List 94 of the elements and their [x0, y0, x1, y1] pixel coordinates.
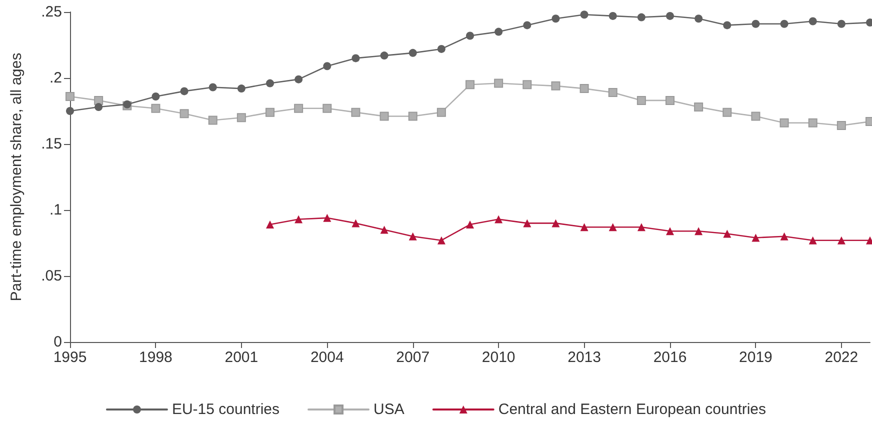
point — [580, 223, 588, 232]
point — [380, 52, 388, 60]
point — [552, 219, 560, 228]
point — [494, 215, 503, 224]
point — [580, 84, 589, 94]
point — [722, 108, 732, 117]
point — [694, 227, 703, 236]
x-tick-label: 2007 — [396, 349, 430, 366]
point — [551, 81, 560, 90]
point — [666, 12, 674, 20]
point — [694, 14, 703, 23]
point — [752, 234, 760, 242]
x-tick-label: 2010 — [482, 349, 516, 366]
point — [236, 113, 246, 122]
point — [608, 88, 618, 98]
point — [352, 219, 360, 228]
point — [152, 92, 160, 100]
legend-label: Central and Eastern European countries — [498, 401, 766, 418]
point — [780, 232, 788, 240]
point — [437, 236, 446, 244]
legend-label: USA — [374, 401, 404, 418]
point — [323, 214, 332, 222]
point — [608, 223, 617, 232]
point — [294, 215, 303, 224]
point — [780, 118, 789, 128]
point — [608, 12, 617, 20]
point — [808, 236, 817, 244]
point — [466, 220, 474, 229]
point — [266, 220, 274, 229]
x-tick-label: 2001 — [224, 349, 258, 366]
point — [352, 54, 360, 62]
x-tick-label: 2022 — [824, 349, 858, 366]
point — [552, 14, 560, 23]
point — [380, 226, 388, 234]
point — [180, 87, 188, 96]
y-tick-label: .1 — [49, 202, 62, 218]
point — [151, 104, 160, 113]
point — [466, 32, 474, 40]
point — [837, 20, 846, 28]
x-tick-label: 2019 — [739, 349, 772, 366]
point — [322, 104, 332, 113]
point — [208, 83, 217, 92]
point — [637, 13, 646, 22]
point — [436, 108, 446, 117]
y-tick-label: .25 — [41, 4, 62, 20]
point — [808, 17, 817, 26]
point — [751, 112, 760, 121]
point — [752, 20, 760, 28]
point — [523, 219, 532, 228]
y-tick-label: .05 — [41, 268, 62, 284]
point — [94, 103, 103, 112]
point — [180, 109, 189, 118]
point — [694, 102, 704, 112]
x-tick-label: 2016 — [653, 349, 687, 366]
x-tick-label: 2004 — [310, 349, 344, 366]
point — [408, 48, 417, 57]
y-tick-label: .2 — [49, 70, 62, 86]
point — [380, 112, 389, 121]
point — [266, 108, 274, 117]
point — [494, 28, 503, 36]
point — [837, 236, 846, 244]
point — [408, 232, 417, 240]
point — [666, 96, 674, 105]
y-axis-title: Part-time employment share, all ages — [8, 52, 25, 302]
point — [66, 107, 74, 115]
point — [836, 121, 846, 130]
point — [294, 104, 304, 113]
point — [294, 75, 303, 84]
point — [723, 230, 732, 238]
point — [323, 62, 332, 70]
point — [466, 80, 474, 90]
point — [523, 21, 532, 30]
point — [666, 227, 674, 236]
y-tick-label: .15 — [41, 136, 62, 152]
point — [780, 20, 788, 28]
point — [522, 80, 532, 90]
point — [637, 223, 646, 232]
legend-label: EU-15 countries — [172, 401, 280, 418]
point — [266, 79, 274, 88]
point — [351, 108, 360, 117]
point — [808, 118, 818, 128]
point — [723, 21, 732, 30]
y-tick-label: 0 — [54, 334, 62, 350]
point — [494, 78, 504, 88]
point — [580, 10, 588, 19]
point — [66, 92, 74, 101]
x-tick-label: 2013 — [568, 349, 601, 366]
point — [237, 84, 246, 93]
x-tick-label: 1998 — [139, 349, 172, 366]
point — [408, 112, 418, 121]
point — [208, 116, 218, 125]
point — [636, 96, 646, 105]
x-tick-label: 1995 — [53, 349, 87, 366]
point — [437, 44, 446, 53]
